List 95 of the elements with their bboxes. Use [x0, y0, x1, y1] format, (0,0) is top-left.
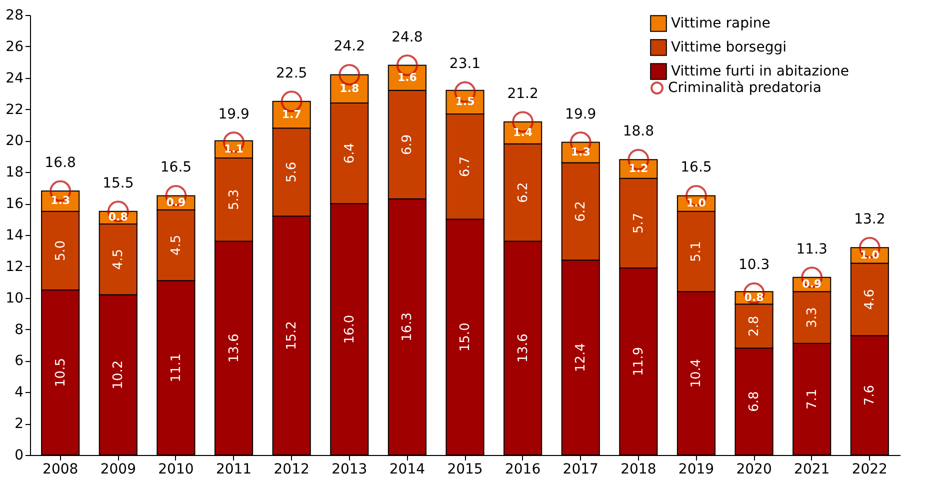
- data-label: 11.3: [796, 241, 828, 258]
- data-label: 12.4: [574, 343, 589, 372]
- data-label: 10.2: [111, 360, 126, 390]
- data-label: 23.1: [449, 56, 481, 72]
- data-label: 11.9: [631, 347, 646, 376]
- data-label: 16.5: [160, 160, 192, 176]
- y-tick-label: 28: [6, 8, 24, 24]
- data-label: 0.8: [108, 210, 128, 224]
- data-label: 6.7: [458, 156, 473, 177]
- data-label: 1.3: [570, 146, 590, 158]
- x-tick-label: 2010: [158, 462, 194, 478]
- data-label: 7.6: [862, 384, 878, 406]
- data-label: 0.9: [166, 196, 186, 209]
- legend-label: Vittime furti in abitazione: [671, 64, 850, 80]
- data-label: 13.6: [516, 334, 531, 363]
- data-label: 5.6: [284, 162, 300, 182]
- legend-label: Vittime rapine: [671, 16, 770, 32]
- data-label: 1.3: [50, 194, 70, 208]
- data-label: 16.8: [44, 155, 76, 171]
- data-label: 10.5: [53, 358, 68, 387]
- y-tick-label: 6: [14, 353, 24, 370]
- data-label: 0.9: [802, 278, 822, 290]
- data-label: 13.6: [226, 334, 242, 363]
- x-tick-label: 2020: [736, 462, 772, 478]
- x-tick-label: 2011: [216, 462, 252, 478]
- x-tick-label: 2018: [620, 462, 656, 478]
- data-label: 1.0: [686, 196, 706, 210]
- y-tick-label: 4: [14, 384, 24, 401]
- x-tick-label: 2013: [332, 462, 368, 478]
- y-tick-label: 8: [14, 322, 24, 338]
- data-label: 1.5: [455, 95, 475, 108]
- y-tick-label: 0: [14, 448, 24, 464]
- x-tick-label: 2014: [389, 462, 426, 478]
- data-label: 5.0: [53, 240, 68, 262]
- data-label: 5.1: [689, 241, 704, 262]
- data-label: 4.5: [111, 249, 126, 270]
- data-label: 15.0: [458, 322, 473, 352]
- data-label: 6.2: [574, 201, 589, 222]
- data-label: 6.4: [342, 142, 358, 164]
- data-label: 13.2: [854, 212, 886, 228]
- x-tick-label: 2015: [447, 462, 483, 478]
- data-label: 4.5: [168, 234, 184, 256]
- y-tick-label: 24: [6, 70, 24, 86]
- y-tick-label: 20: [6, 133, 24, 150]
- x-tick-label: 2017: [562, 462, 598, 478]
- x-tick-label: 2019: [678, 462, 714, 478]
- data-label: 2.8: [747, 316, 762, 336]
- point: [338, 64, 360, 86]
- data-label: 7.1: [804, 388, 820, 410]
- data-label: 5.3: [226, 189, 242, 210]
- data-label: 6.2: [516, 182, 531, 203]
- data-label: 15.2: [284, 321, 300, 350]
- x-tick-label: 2021: [794, 462, 830, 478]
- data-label: 16.0: [342, 314, 358, 344]
- legend-label: Criminalità predatoria: [668, 80, 822, 96]
- data-label: 5.7: [631, 212, 646, 234]
- y-tick-label: 10: [6, 290, 24, 306]
- data-label: 1.2: [628, 162, 648, 175]
- y-tick-label: 2: [14, 416, 24, 432]
- data-label: 19.9: [218, 106, 250, 122]
- data-label: 1.6: [397, 70, 418, 84]
- data-label: 1.4: [513, 126, 533, 139]
- data-label: 22.5: [276, 65, 308, 82]
- y-tick-label: 16: [6, 196, 24, 212]
- data-label: 10.3: [738, 257, 770, 274]
- data-label: 3.3: [804, 307, 820, 328]
- x-tick-label: 2016: [504, 462, 541, 478]
- data-label: 1.0: [860, 248, 880, 262]
- y-tick-label: 14: [6, 228, 24, 244]
- data-label: 16.3: [400, 312, 416, 342]
- x-tick-label: 2008: [42, 462, 78, 478]
- data-label: 0.8: [744, 290, 764, 304]
- y-tick-label: 18: [6, 164, 24, 181]
- y-tick-label: 12: [6, 258, 24, 275]
- data-label: 6.9: [400, 134, 416, 155]
- data-label: 21.2: [507, 86, 538, 102]
- data-label: 1.8: [340, 82, 360, 95]
- data-label: 10.4: [689, 358, 704, 388]
- data-label: 24.8: [392, 29, 423, 46]
- y-tick-label: 26: [6, 38, 24, 55]
- data-label: 11.1: [168, 353, 184, 382]
- data-label: 1.7: [282, 108, 302, 121]
- data-label: 4.6: [862, 289, 878, 310]
- data-label: 18.8: [622, 124, 654, 140]
- data-label: 6.8: [747, 391, 762, 412]
- x-tick-label: 2012: [274, 462, 310, 478]
- data-label: 16.5: [680, 160, 712, 176]
- x-tick-label: 2009: [100, 462, 136, 478]
- data-label: 24.2: [334, 38, 365, 55]
- legend-label: Vittime borseggi: [671, 40, 787, 56]
- data-label: 19.9: [565, 106, 596, 122]
- y-tick-label: 22: [6, 102, 24, 118]
- data-label: 15.5: [102, 175, 134, 192]
- x-tick-label: 2022: [852, 462, 888, 478]
- data-label: 1.1: [224, 142, 244, 156]
